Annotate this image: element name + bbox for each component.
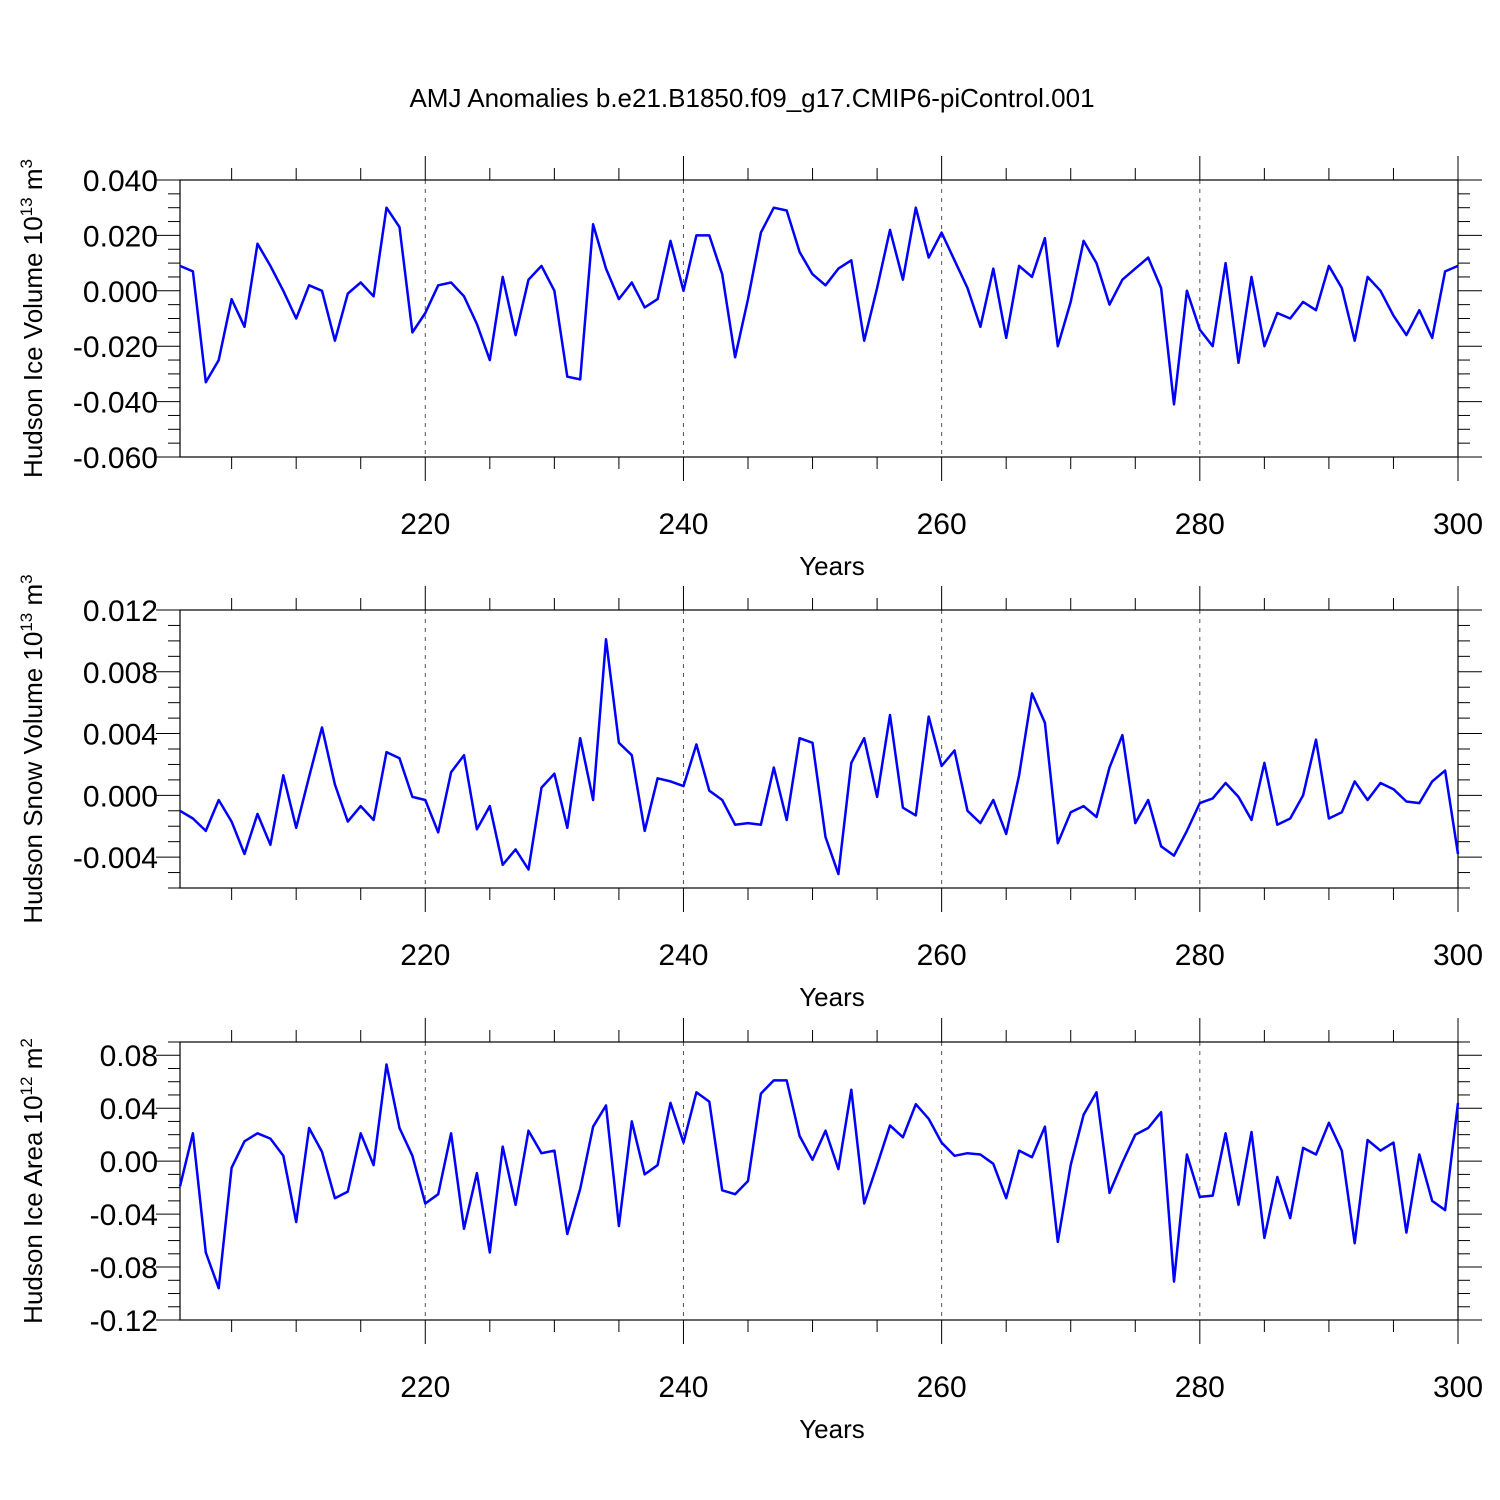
p2-y-tick-label: -0.04: [90, 1199, 158, 1232]
p2-x-tick-label: 260: [917, 1371, 967, 1404]
p1-plot-frame: [179, 609, 1459, 889]
p2-x-tick-label: 240: [658, 1371, 708, 1404]
panel-ice-area: -0.12 -0.08 -0.04 0.00 0.04 0.08 220 240 260 280 3…: [17, 1018, 1483, 1444]
p2-series-line: [178, 1063, 1460, 1290]
p1-y-axis-label: Hudson Snow Volume 1013 m3: [17, 574, 48, 923]
p1-y-axis-label-text: Hudson Snow Volume 10: [18, 632, 48, 924]
p2-y-axis-label-text: Hudson Ice Area 10: [18, 1095, 48, 1323]
p0-y-tick-label: -0.020: [73, 331, 158, 364]
p1-y-tick-label: 0.000: [83, 780, 158, 813]
p2-y-axis-label-unit-exp: 2: [17, 1038, 36, 1047]
p1-series-line: [179, 638, 1460, 876]
p2-y-axis-label-unit: m: [18, 1048, 48, 1077]
p0-y-axis-label-text: Hudson Ice Volume 10: [18, 216, 48, 478]
p2-y-tick-label: 0.00: [100, 1146, 158, 1179]
p1-x-axis-label: Years: [799, 982, 865, 1012]
p2-y-axis-label: Hudson Ice Area 1012 m2: [17, 1038, 48, 1324]
panel-ice-volume: -0.060 -0.040 -0.020 0.000 0.020 0.040 220 240 2…: [17, 156, 1483, 581]
p0-y-axis-label-unit: m: [18, 169, 48, 198]
p2-y-axis-label-exp: 12: [17, 1077, 36, 1096]
p0-x-tick-label: 260: [917, 508, 967, 541]
p1-x-tick-label: 300: [1433, 939, 1483, 972]
p1-y-axis-label-unit-exp: 3: [17, 574, 36, 583]
p1-y-axis-label-exp: 13: [17, 613, 36, 632]
p0-y-axis-label-exp: 13: [17, 197, 36, 216]
p1-x-tick-label: 220: [400, 939, 450, 972]
p1-y-tick-label: -0.004: [73, 842, 158, 875]
p0-y-axis-label-unit-exp: 3: [17, 159, 36, 168]
p0-series-line: [179, 206, 1459, 406]
p2-x-axis-label: Years: [799, 1414, 865, 1444]
p2-x-tick-label: 280: [1175, 1371, 1225, 1404]
p0-x-tick-label: 300: [1433, 508, 1483, 541]
p0-y-tick-label: 0.040: [83, 165, 158, 198]
p2-y-tick-label: 0.08: [100, 1040, 158, 1073]
p0-x-axis-label: Years: [799, 551, 865, 581]
p2-x-tick-label: 220: [400, 1371, 450, 1404]
p0-x-tick-label: 220: [400, 508, 450, 541]
p2-x-tick-label: 300: [1433, 1371, 1483, 1404]
p1-y-tick-label: 0.004: [83, 719, 158, 752]
p0-y-tick-label: -0.040: [73, 387, 158, 420]
figure-title: AMJ Anomalies b.e21.B1850.f09_g17.CMIP6-…: [409, 83, 1094, 113]
p0-x-tick-label: 280: [1175, 508, 1225, 541]
p1-x-tick-label: 260: [917, 939, 967, 972]
p0-y-tick-label: 0.020: [83, 220, 158, 253]
p2-plot-frame: [179, 1041, 1459, 1321]
p0-plot-frame: [179, 179, 1459, 458]
p0-y-axis-label: Hudson Ice Volume 1013 m3: [17, 159, 48, 478]
p2-y-tick-label: -0.12: [90, 1305, 158, 1338]
p2-y-tick-label: 0.04: [100, 1093, 158, 1126]
p0-y-tick-label: 0.000: [83, 276, 158, 309]
p1-y-axis-label-unit: m: [18, 584, 48, 613]
p0-x-tick-label: 240: [658, 508, 708, 541]
p1-x-tick-label: 240: [658, 939, 708, 972]
p2-y-tick-label: -0.08: [90, 1252, 158, 1285]
panel-snow-volume: -0.004 0.000 0.004 0.008 0.012 220 240 260 280 30…: [17, 574, 1483, 1012]
p0-y-tick-label: -0.060: [73, 442, 158, 475]
p1-y-tick-label: 0.008: [83, 657, 158, 690]
p1-y-tick-label: 0.012: [83, 595, 158, 628]
p1-x-tick-label: 280: [1175, 939, 1225, 972]
